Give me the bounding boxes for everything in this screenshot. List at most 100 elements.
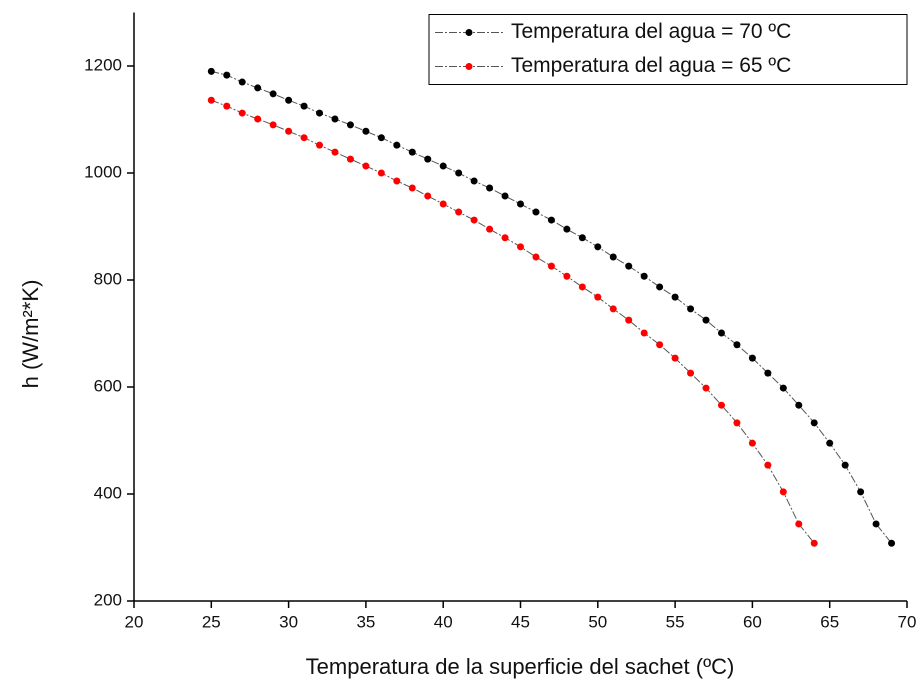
y-tick-label: 1000 [84,162,122,181]
data-point [857,488,865,496]
x-tick-label: 35 [356,612,375,631]
data-point [563,225,571,233]
data-point [439,200,447,208]
data-point [656,341,664,349]
data-point [748,439,756,447]
data-point [377,134,385,142]
data-point [316,141,324,149]
data-point [640,329,648,337]
data-point [872,520,880,528]
data-point [362,127,370,135]
data-point [254,84,262,92]
data-point [609,253,617,261]
x-tick-label: 20 [125,612,144,631]
data-point [517,200,524,208]
data-point [687,369,695,377]
data-point [625,316,633,324]
data-point [393,141,401,149]
data-point [532,253,540,261]
data-point [578,283,586,291]
data-point [470,177,478,185]
data-point [578,234,586,242]
data-point [300,134,308,142]
data-point [269,90,277,98]
data-point [346,121,354,129]
data-point [254,115,262,123]
data-point [625,262,633,270]
data-point [888,539,896,547]
data-point [300,102,308,110]
data-point [455,169,463,177]
data-point [424,192,432,200]
data-point [501,234,509,242]
data-point [439,162,447,170]
data-point [547,216,555,224]
data-point [764,461,772,469]
data-point [238,78,246,86]
data-point [702,384,710,392]
data-point [640,272,648,280]
data-point [486,225,494,233]
data-point [362,162,370,170]
data-point [779,384,787,392]
x-tick-label: 30 [279,612,298,631]
data-point [223,71,231,79]
data-point [346,155,354,163]
data-point [702,316,710,324]
data-point [517,243,524,251]
data-point [687,305,695,313]
x-tick-label: 45 [511,612,530,631]
data-point [671,354,679,362]
data-point [810,419,818,427]
data-point [810,539,818,547]
y-axis-title: h (W/m²*K) [18,280,43,389]
x-axis-title: Temperatura de la superficie del sachet … [306,654,735,679]
data-point [733,419,741,427]
data-point [470,216,478,224]
data-point [764,369,772,377]
data-point [795,401,803,409]
y-tick-label: 1200 [84,55,122,74]
data-point [733,341,741,349]
data-point [795,520,803,528]
x-tick-label: 60 [743,612,762,631]
data-point [238,109,246,117]
data-point [223,102,231,110]
data-point [609,305,617,313]
data-point [331,115,339,123]
data-point [501,192,509,200]
data-point [563,272,571,280]
data-point [717,329,725,337]
data-point [207,67,215,75]
data-point [455,208,463,216]
data-point [408,148,416,156]
legend-label: Temperatura del agua = 65 ºC [511,54,791,77]
x-tick-label: 55 [666,612,685,631]
data-point [393,177,401,185]
data-point [331,148,339,156]
x-tick-label: 25 [202,612,221,631]
data-point [285,96,293,104]
data-point [779,488,787,496]
data-point [594,243,602,251]
data-point [316,109,324,117]
data-point [671,293,679,301]
data-point [207,96,215,104]
x-tick-label: 65 [820,612,839,631]
legend-marker [465,63,473,70]
y-tick-label: 400 [94,483,122,502]
legend-box [428,14,908,85]
data-point [408,184,416,192]
y-tick-label: 600 [94,376,122,395]
data-point [269,121,277,129]
data-point [656,283,664,291]
data-point [594,293,602,301]
series-line [211,70,892,544]
data-point [717,401,725,409]
legend-marker [465,29,473,36]
data-point [748,354,756,362]
data-point [841,461,849,469]
data-point [377,169,385,177]
x-tick-label: 40 [434,612,453,631]
